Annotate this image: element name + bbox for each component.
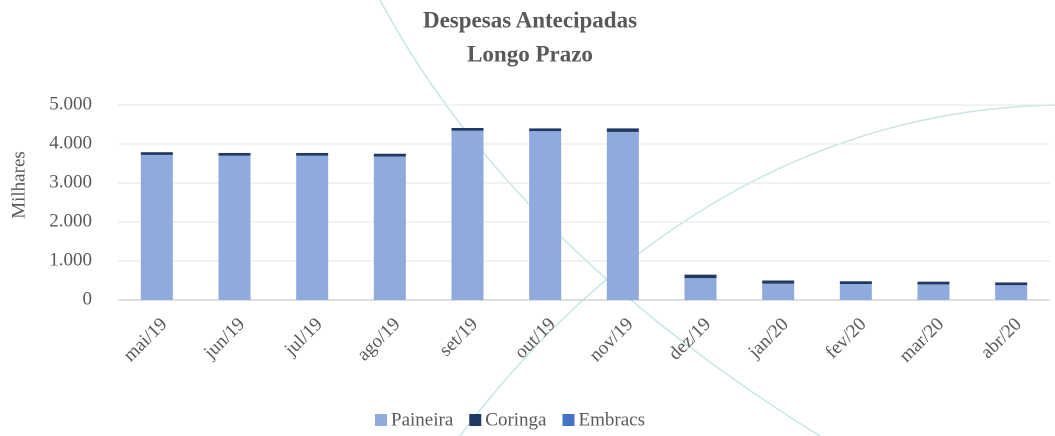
bar xyxy=(917,284,950,300)
bar xyxy=(684,274,717,279)
y-tick-label: 5.000 xyxy=(49,93,92,114)
bar xyxy=(451,130,484,300)
decor-curve xyxy=(459,104,1055,436)
bar xyxy=(762,280,795,284)
bar xyxy=(529,128,562,132)
y-tick-label: 4.000 xyxy=(49,132,92,153)
legend-swatch xyxy=(562,414,575,426)
bar xyxy=(917,281,950,285)
x-tick-label: nov/19 xyxy=(585,314,637,366)
bar xyxy=(296,152,329,156)
chart-title: Despesas Antecipadas xyxy=(423,7,637,32)
bar xyxy=(995,285,1028,300)
bar xyxy=(995,282,1028,286)
x-tick-label: jun/19 xyxy=(199,314,249,364)
bar xyxy=(606,131,639,300)
bar xyxy=(451,128,484,131)
bar xyxy=(529,131,562,300)
legend-label: Embracs xyxy=(578,409,644,430)
bar xyxy=(684,278,717,300)
bar xyxy=(140,154,173,300)
x-tick-label: fev/20 xyxy=(821,314,870,363)
y-tick-label: 3.000 xyxy=(49,171,92,192)
bar xyxy=(218,152,251,156)
x-tick-label: set/19 xyxy=(435,314,482,361)
legend-label: Coringa xyxy=(485,409,547,430)
decor-curve xyxy=(379,0,821,436)
x-tick-label: out/19 xyxy=(511,314,560,363)
bar xyxy=(762,283,795,300)
legend-label: Paineira xyxy=(391,409,454,430)
chart-subtitle: Longo Prazo xyxy=(467,41,593,66)
bar xyxy=(839,284,872,300)
x-tick-label: mar/20 xyxy=(895,314,948,367)
y-axis-label: Milhares xyxy=(8,151,29,219)
x-tick-label: jul/19 xyxy=(280,314,327,361)
y-tick-label: 2.000 xyxy=(49,210,92,231)
x-tick-label: mai/19 xyxy=(119,314,171,366)
bar xyxy=(296,155,329,300)
bar xyxy=(373,156,406,300)
y-tick-label: 1.000 xyxy=(49,249,92,270)
bar xyxy=(218,155,251,300)
x-tick-label: abr/20 xyxy=(977,314,1026,363)
x-tick-label: ago/19 xyxy=(353,314,404,365)
bar xyxy=(606,128,639,132)
legend-swatch xyxy=(469,414,482,426)
bar xyxy=(373,153,406,157)
legend-swatch xyxy=(375,414,387,426)
x-tick-label: jan/20 xyxy=(744,314,793,363)
x-tick-label: dez/19 xyxy=(664,314,715,365)
bar xyxy=(839,281,872,285)
y-tick-label: 0 xyxy=(83,288,93,309)
bar xyxy=(140,152,173,155)
